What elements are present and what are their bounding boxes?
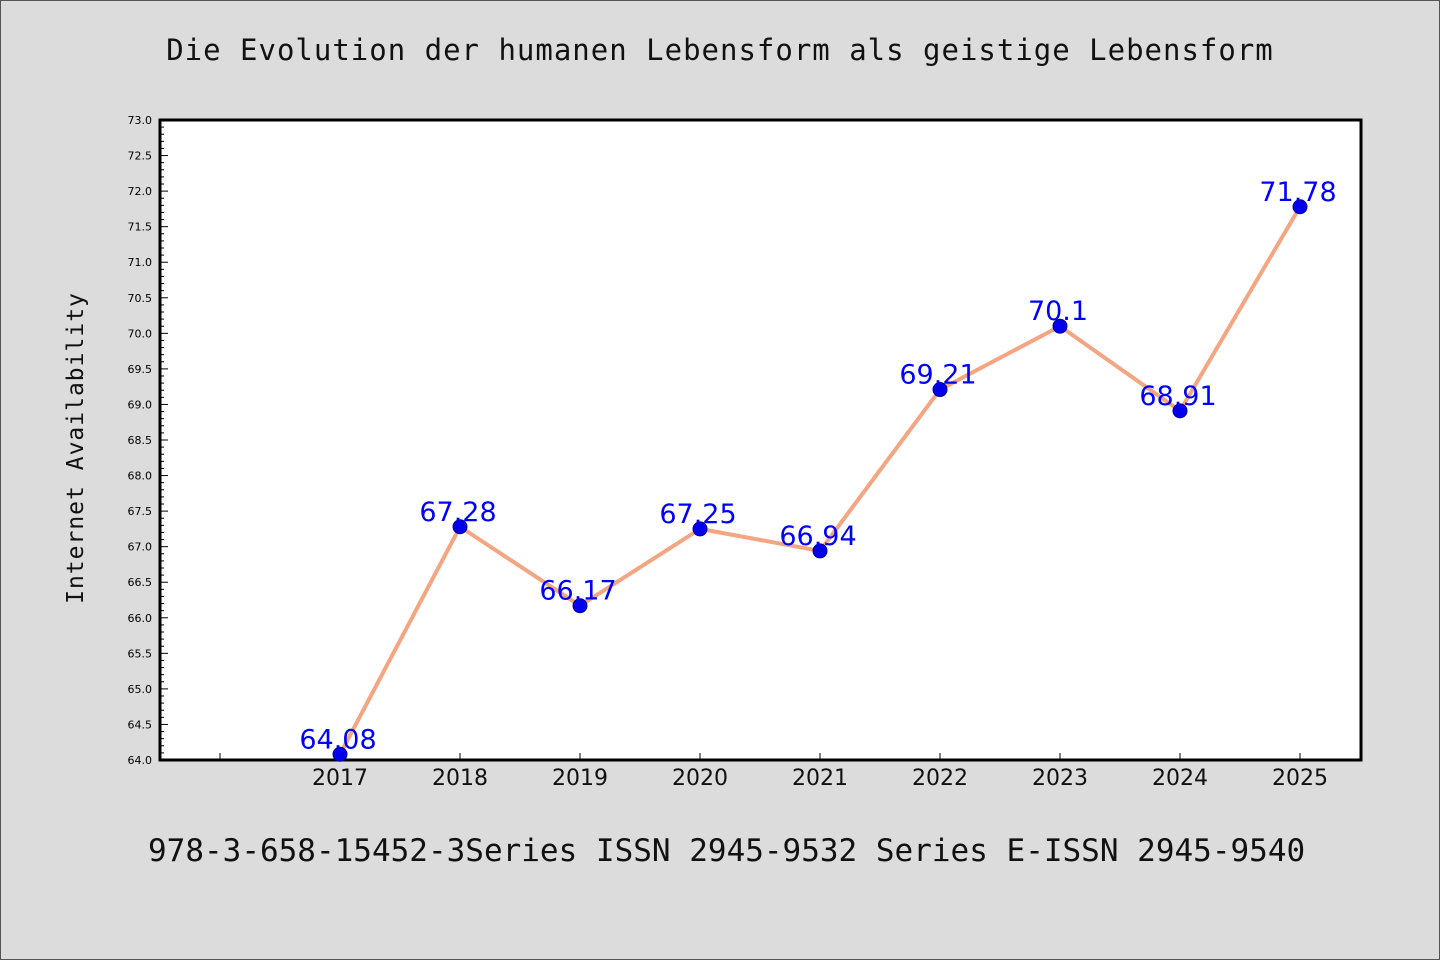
y-tick-label: 70.5	[128, 292, 153, 305]
y-tick-label: 65.5	[128, 647, 153, 660]
x-tick-label: 2018	[432, 766, 488, 791]
data-label: 64.08	[299, 724, 376, 755]
data-label: 69.21	[899, 360, 976, 391]
plot-area	[160, 120, 1361, 760]
data-point	[1292, 199, 1308, 215]
data-point	[1052, 318, 1068, 334]
data-label: 68.91	[1139, 381, 1216, 412]
chart-title: Die Evolution der humanen Lebensform als…	[166, 33, 1274, 67]
y-tick-label: 66.0	[128, 612, 153, 625]
x-tick-label: 2021	[792, 766, 848, 791]
data-point	[692, 521, 708, 537]
data-label: 71.78	[1259, 177, 1336, 208]
data-label: 70.1	[1028, 296, 1088, 327]
footer-isbn-text: 978-3-658-15452-3Series ISSN 2945-9532 S…	[148, 833, 1306, 869]
data-point	[812, 543, 828, 559]
y-tick-label: 72.5	[128, 150, 153, 163]
y-tick-label: 69.0	[128, 398, 153, 411]
data-label: 66.94	[779, 521, 856, 552]
plot-border	[158, 118, 1363, 762]
y-tick-label: 71.0	[128, 256, 153, 269]
x-tick-label: 2022	[912, 766, 968, 791]
y-tick-label: 70.0	[128, 327, 153, 340]
y-tick-label: 67.5	[128, 505, 153, 518]
data-point	[932, 382, 948, 398]
y-tick-label: 68.0	[128, 470, 153, 483]
y-tick-label: 71.5	[128, 221, 153, 234]
data-label: 66.17	[539, 576, 616, 607]
data-point	[1172, 403, 1188, 419]
x-tick-label: 2020	[672, 766, 728, 791]
data-point	[572, 598, 588, 614]
y-tick-label: 69.5	[128, 363, 153, 376]
y-tick-label: 73.0	[128, 114, 153, 127]
data-label: 67.25	[659, 499, 736, 530]
data-point	[452, 519, 468, 535]
data-label: 67.28	[419, 497, 496, 528]
x-tick-label: 2025	[1272, 766, 1328, 791]
y-tick-label: 67.0	[128, 541, 153, 554]
y-tick-label: 65.0	[128, 683, 153, 696]
data-point	[332, 746, 348, 762]
x-tick-label: 2019	[552, 766, 608, 791]
x-tick-label: 2023	[1032, 766, 1088, 791]
y-tick-label: 72.0	[128, 185, 153, 198]
x-tick-label: 2024	[1152, 766, 1208, 791]
y-tick-label: 68.5	[128, 434, 153, 447]
y-tick-label: 66.5	[128, 576, 153, 589]
y-tick-label: 64.0	[128, 754, 153, 767]
x-tick-label: 2017	[312, 766, 368, 791]
y-tick-label: 64.5	[128, 718, 153, 731]
